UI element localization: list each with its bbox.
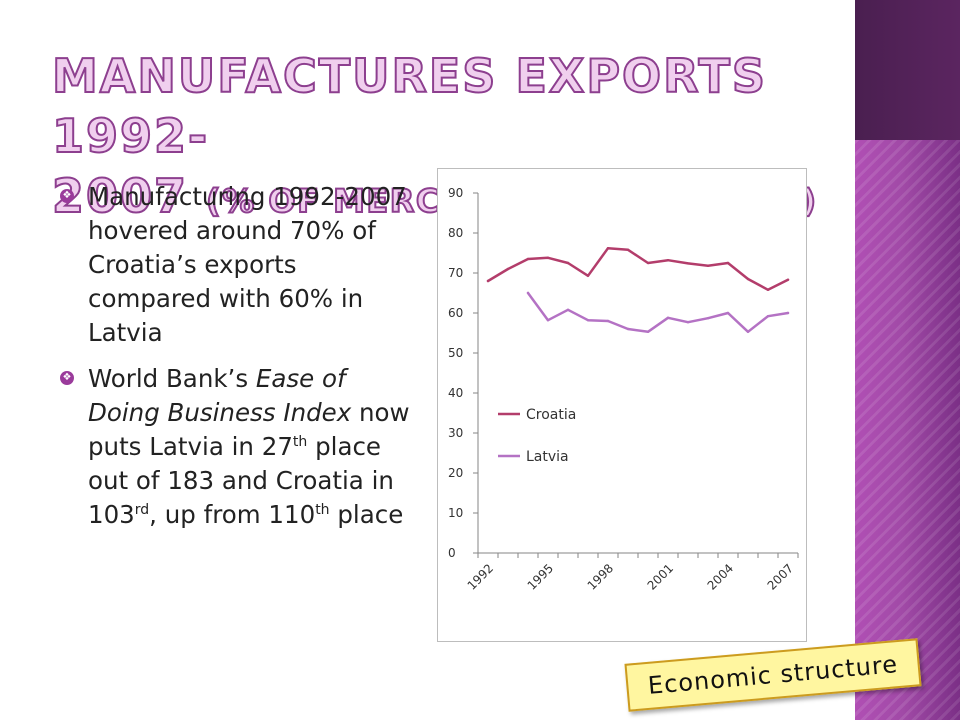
data-point-latvia	[666, 316, 670, 319]
data-point-croatia	[546, 256, 550, 259]
data-point-latvia	[706, 317, 710, 320]
y-tick-label: 70	[448, 266, 463, 280]
data-point-latvia	[566, 308, 570, 311]
bullet-sup-2: rd	[134, 501, 150, 518]
bullet-text: Manufacturing 1992-2007 hovered around 7…	[88, 182, 407, 347]
bullet-text-index-name: Ease of Doing Business Index	[88, 364, 352, 427]
x-tick-label: 2007	[765, 561, 796, 592]
bullet-text-part3: place out of 183 and Croatia in 103	[88, 432, 394, 529]
legend-label-latvia: Latvia	[526, 449, 569, 465]
bullet-item-world-bank: ❖ World Bank’s Ease of Doing Business In…	[60, 362, 420, 532]
data-point-latvia	[546, 319, 550, 322]
y-tick-label: 20	[448, 466, 463, 480]
data-point-latvia	[586, 319, 590, 322]
data-point-latvia	[686, 321, 690, 324]
bullet-sup-3: th	[315, 501, 330, 518]
data-point-croatia	[746, 277, 750, 281]
data-point-croatia	[506, 267, 510, 271]
y-tick-label: 10	[448, 506, 463, 520]
y-tick-label: 90	[448, 186, 463, 200]
y-tick-label: 80	[448, 226, 463, 240]
data-point-latvia	[746, 330, 750, 333]
data-point-croatia	[626, 248, 630, 251]
bullet-text-part2: now puts Latvia in 27	[88, 398, 410, 461]
data-point-croatia	[686, 262, 690, 265]
legend-label-croatia: Croatia	[526, 407, 576, 423]
line-chart: 0 10 20 30 40 50 60 70 80 90 1992 1995 1998 2001 2004 2…	[448, 186, 799, 593]
data-point-croatia	[646, 261, 650, 265]
data-point-latvia	[786, 311, 790, 315]
data-point-croatia	[726, 261, 730, 265]
y-tick-label: 50	[448, 346, 463, 360]
data-point-croatia	[786, 278, 790, 281]
y-tick-label: 0	[448, 546, 456, 560]
data-point-latvia	[526, 291, 530, 295]
bullet-sup-1: th	[292, 433, 308, 450]
y-tick-label: 40	[448, 386, 463, 400]
data-point-croatia	[566, 261, 570, 265]
x-tick-label: 2001	[645, 561, 676, 592]
slide-title-line1: Manufactures exports 1992-	[51, 48, 768, 164]
bullet-marker-icon: ❖	[60, 189, 74, 203]
data-point-latvia	[766, 315, 770, 318]
data-point-croatia	[526, 257, 530, 261]
data-point-croatia	[706, 264, 710, 267]
bullet-text-part5: place	[329, 500, 404, 529]
series-line-latvia	[526, 291, 790, 334]
data-point-croatia	[586, 274, 590, 277]
data-point-latvia	[646, 330, 650, 333]
x-tick-label: 2004	[705, 561, 736, 592]
decorative-side-strip	[855, 0, 960, 720]
data-point-latvia	[606, 319, 610, 323]
series-line-croatia	[486, 246, 790, 292]
bullet-item-manufacturing: ❖ Manufacturing 1992-2007 hovered around…	[60, 180, 420, 350]
x-tick-label: 1992	[465, 561, 496, 592]
bullet-marker-icon: ❖	[60, 371, 74, 385]
data-point-latvia	[626, 327, 630, 331]
data-point-croatia	[486, 279, 490, 283]
decorative-side-strip-top	[855, 0, 960, 140]
chart-frame: 0 10 20 30 40 50 60 70 80 90 1992 1995 1998 2001 2004 2…	[437, 168, 807, 642]
bullet-text-part4: , up from 110	[149, 500, 316, 529]
x-tick-label: 1998	[585, 561, 616, 592]
data-point-croatia	[666, 259, 670, 262]
bullet-list: ❖ Manufacturing 1992-2007 hovered around…	[60, 180, 420, 544]
data-point-croatia	[606, 247, 610, 250]
y-tick-label: 60	[448, 306, 463, 320]
bullet-text-part1: World Bank’s	[88, 364, 256, 393]
y-tick-label: 30	[448, 426, 463, 440]
x-tick-label: 1995	[525, 561, 556, 592]
data-point-croatia	[766, 288, 770, 291]
data-point-latvia	[726, 311, 730, 315]
